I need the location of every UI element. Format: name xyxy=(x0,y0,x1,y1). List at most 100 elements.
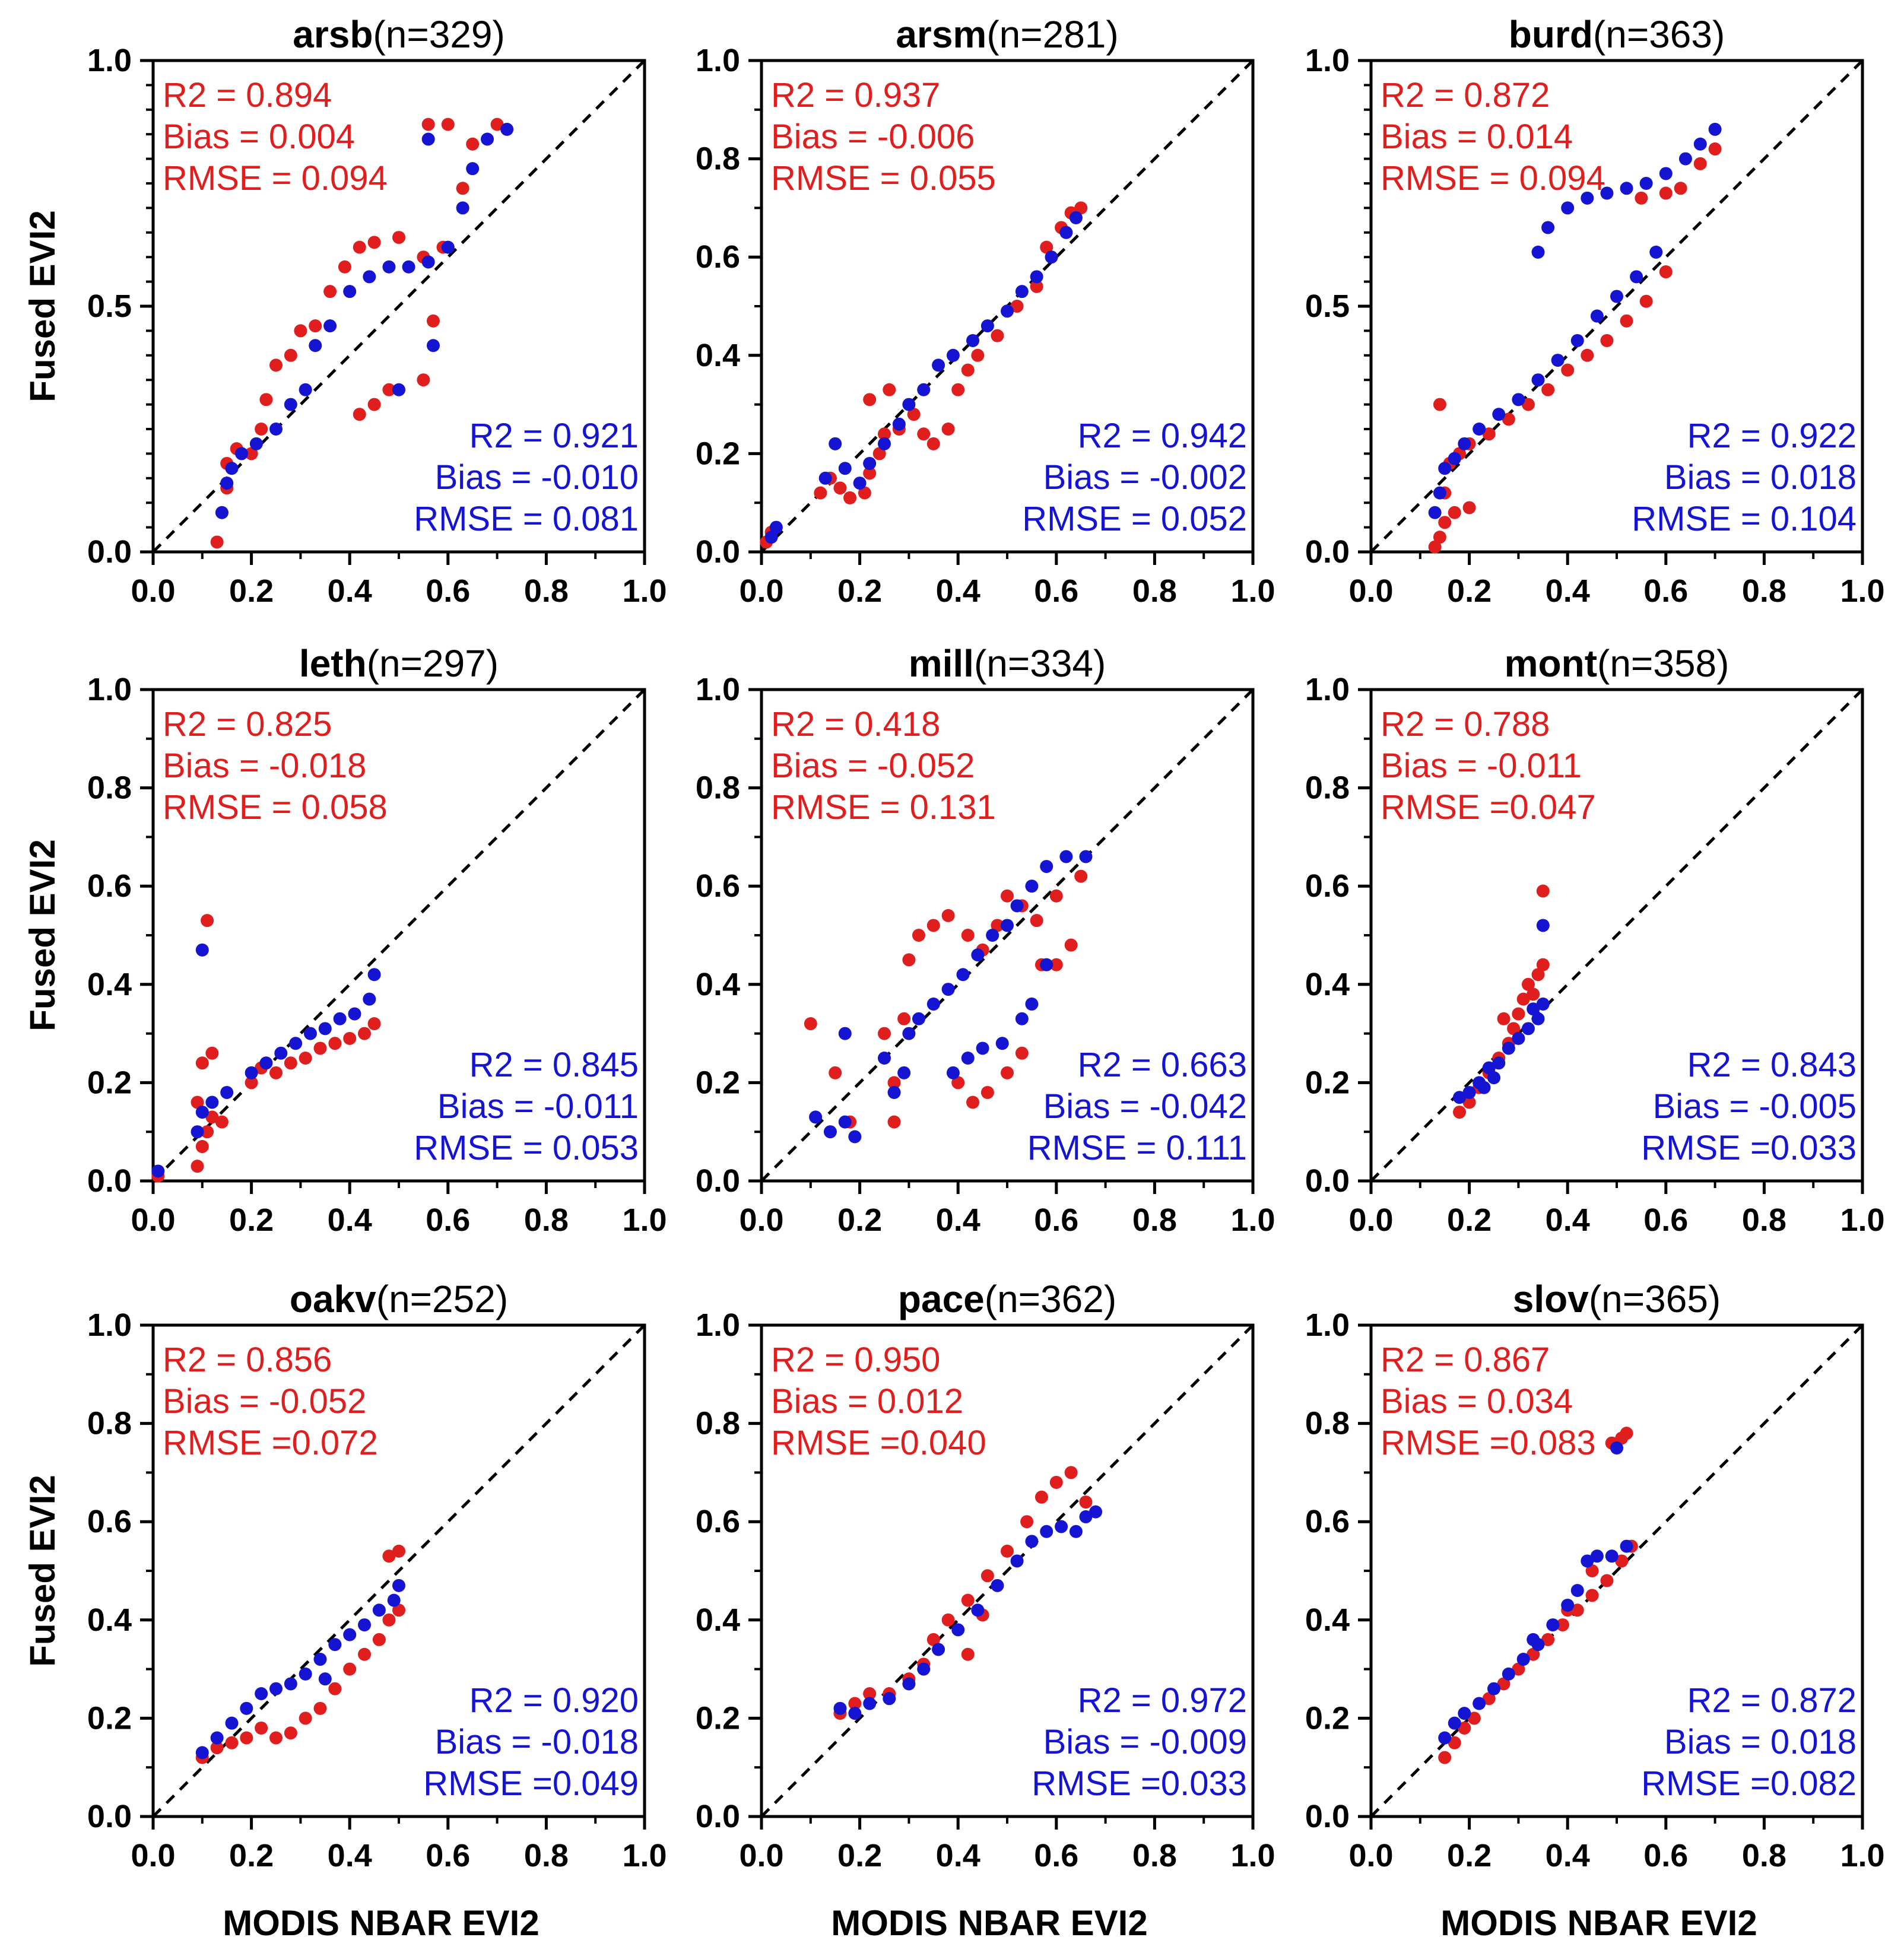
blue-point xyxy=(1458,1707,1471,1720)
x-tick-label: 0.0 xyxy=(131,1838,175,1873)
panel-mont: mont(n=358) 0.0 0.2 0.4 0.6 0.8 1.0 0.0 0.2 0.4 0.… xyxy=(1305,642,1885,1238)
red-point xyxy=(961,929,975,942)
red-point xyxy=(426,314,440,328)
red-point xyxy=(1659,186,1673,200)
blue-point xyxy=(1590,309,1604,323)
red-point xyxy=(1467,1711,1481,1725)
one-to-one-line xyxy=(152,1324,646,1818)
red-stat: R2 = 0.894 xyxy=(163,76,332,115)
blue-point xyxy=(1536,919,1550,932)
red-point xyxy=(1001,1066,1014,1079)
red-point xyxy=(284,1726,297,1740)
blue-point xyxy=(1069,1525,1083,1538)
blue-stat: Bias = 0.018 xyxy=(1664,1723,1857,1761)
red-stat: R2 = 0.418 xyxy=(771,705,940,744)
red-point xyxy=(255,1721,268,1735)
blue-point xyxy=(976,1041,989,1055)
red-point xyxy=(210,1741,224,1755)
red-point xyxy=(358,1027,372,1040)
blue-point xyxy=(1010,899,1024,913)
red-point xyxy=(941,423,955,436)
blue-stat: RMSE = 0.111 xyxy=(1027,1129,1247,1167)
site-name: slov xyxy=(1513,1278,1589,1320)
panel-title: oakv(n=252) xyxy=(290,1278,508,1320)
blue-point xyxy=(1438,1731,1452,1745)
blue-point xyxy=(269,423,283,436)
red-point xyxy=(201,1125,214,1139)
blue-point xyxy=(917,383,931,396)
blue-point xyxy=(932,358,945,372)
red-point xyxy=(338,260,351,274)
x-tick-label: 1.0 xyxy=(1230,573,1275,609)
red-point xyxy=(309,319,322,333)
y-tick-label: 0.6 xyxy=(1305,1504,1350,1539)
red-point xyxy=(367,1017,381,1031)
y-tick-label: 0.2 xyxy=(87,1700,132,1736)
x-tick-label: 0.6 xyxy=(426,573,470,609)
blue-point xyxy=(769,520,783,534)
red-stat: Bias = 0.014 xyxy=(1381,118,1573,156)
site-name: pace xyxy=(898,1278,985,1320)
blue-point xyxy=(1040,860,1053,874)
blue-point xyxy=(426,339,440,353)
y-tick-label: 0.2 xyxy=(696,436,740,471)
y-tick-label: 0.8 xyxy=(696,141,740,177)
blue-point xyxy=(980,319,994,333)
red-point xyxy=(1620,314,1633,328)
red-point xyxy=(382,1613,396,1627)
red-point xyxy=(1001,889,1014,903)
x-tick-label: 0.0 xyxy=(1348,1838,1393,1873)
blue-point xyxy=(1512,1031,1525,1045)
red-point xyxy=(195,1140,209,1154)
red-point xyxy=(1040,240,1053,254)
red-point xyxy=(1001,1544,1014,1558)
red-point xyxy=(1708,142,1722,156)
red-point xyxy=(269,358,283,372)
blue-point xyxy=(303,1027,317,1040)
x-tick-label: 0.2 xyxy=(1447,1202,1492,1238)
red-point xyxy=(313,1041,327,1055)
red-point xyxy=(887,1115,901,1129)
red-point xyxy=(1020,1515,1034,1529)
red-point xyxy=(367,398,381,411)
red-point xyxy=(1512,1662,1525,1676)
blue-point xyxy=(1079,850,1093,863)
blue-stat: Bias = -0.011 xyxy=(437,1087,639,1126)
red-point xyxy=(1064,1466,1078,1479)
blue-point xyxy=(289,1037,303,1050)
blue-point xyxy=(220,1085,234,1099)
red-point xyxy=(980,1569,994,1583)
blue-point xyxy=(946,1066,960,1079)
red-stat: RMSE =0.040 xyxy=(771,1424,986,1462)
blue-point xyxy=(1581,1554,1594,1568)
y-tick-label: 1.0 xyxy=(87,672,132,707)
y-axis-label: Fused EVI2 xyxy=(23,1475,62,1666)
blue-point xyxy=(1570,1584,1584,1598)
blue-stat: R2 = 0.663 xyxy=(1078,1046,1247,1084)
red-point xyxy=(1527,1647,1540,1661)
blue-stat: RMSE =0.082 xyxy=(1641,1764,1857,1803)
red-point xyxy=(926,919,940,932)
site-name: mill xyxy=(909,642,974,685)
blue-point xyxy=(1492,1056,1506,1070)
sample-count: (n=252) xyxy=(376,1278,508,1320)
red-point xyxy=(1516,992,1530,1006)
blue-point xyxy=(466,162,480,176)
blue-point xyxy=(1516,1653,1530,1666)
red-stat: R2 = 0.867 xyxy=(1381,1341,1550,1379)
x-tick-label: 0.6 xyxy=(426,1838,470,1873)
x-tick-label: 0.4 xyxy=(936,1202,980,1238)
blue-point xyxy=(1492,408,1506,421)
blue-point xyxy=(809,1110,823,1124)
blue-point xyxy=(838,1115,852,1129)
blue-point xyxy=(986,929,999,942)
red-point xyxy=(1015,1046,1029,1060)
blue-stat: Bias = -0.042 xyxy=(1043,1087,1247,1126)
blue-point xyxy=(1453,1091,1467,1104)
panel-title: pace(n=362) xyxy=(898,1278,1116,1320)
red-point xyxy=(833,481,847,495)
x-tick-label: 0.6 xyxy=(1643,1202,1688,1238)
blue-point xyxy=(328,1638,342,1652)
y-tick-label: 0.0 xyxy=(87,534,132,570)
blue-point xyxy=(833,1701,847,1715)
